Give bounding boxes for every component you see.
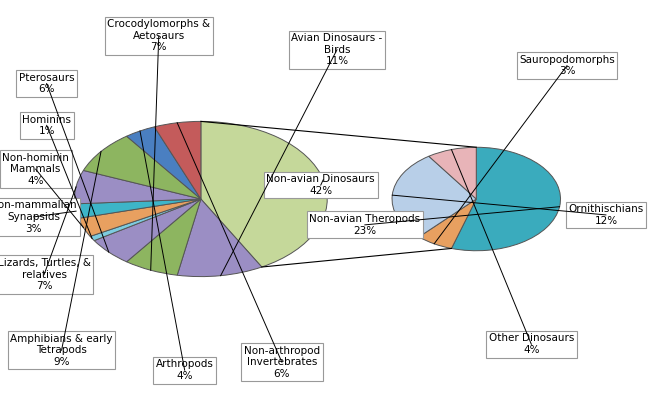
Text: Crocodylomorphs &
Aetosaurs
7%: Crocodylomorphs & Aetosaurs 7% — [107, 19, 211, 53]
Text: Non-avian Dinosaurs
42%: Non-avian Dinosaurs 42% — [266, 174, 375, 196]
Text: Ornithischians
12%: Ornithischians 12% — [568, 204, 643, 226]
Text: Hominins
1%: Hominins 1% — [22, 115, 71, 136]
Text: Non-avian Theropods
23%: Non-avian Theropods 23% — [309, 214, 421, 236]
Text: Pterosaurs
6%: Pterosaurs 6% — [19, 73, 75, 94]
Wedge shape — [452, 147, 561, 251]
Wedge shape — [78, 199, 201, 236]
Text: Arthropods
4%: Arthropods 4% — [156, 359, 214, 381]
Wedge shape — [75, 170, 201, 204]
Wedge shape — [75, 199, 201, 218]
Text: Non-mammalian
Synapsids
3%: Non-mammalian Synapsids 3% — [0, 200, 77, 234]
Text: Sauropodomorphs
3%: Sauropodomorphs 3% — [519, 55, 615, 76]
Wedge shape — [177, 199, 262, 277]
Wedge shape — [154, 121, 201, 199]
Wedge shape — [126, 127, 201, 199]
Text: Non-hominin
Mammals
4%: Non-hominin Mammals 4% — [2, 152, 69, 186]
Wedge shape — [429, 147, 476, 199]
Text: Other Dinosaurs
4%: Other Dinosaurs 4% — [489, 334, 574, 355]
Text: Amphibians & early
Tetrapods
9%: Amphibians & early Tetrapods 9% — [10, 334, 113, 367]
Wedge shape — [126, 199, 201, 275]
Text: Non-arthropod
Invertebrates
6%: Non-arthropod Invertebrates 6% — [244, 345, 320, 379]
Text: Avian Dinosaurs -
Birds
11%: Avian Dinosaurs - Birds 11% — [292, 33, 382, 66]
Text: Lizards, Turtles, &
relatives
7%: Lizards, Turtles, & relatives 7% — [0, 258, 91, 291]
Wedge shape — [419, 199, 476, 248]
Wedge shape — [392, 156, 476, 237]
Wedge shape — [90, 199, 201, 240]
Wedge shape — [201, 121, 327, 267]
Wedge shape — [84, 136, 201, 199]
Wedge shape — [94, 199, 201, 262]
